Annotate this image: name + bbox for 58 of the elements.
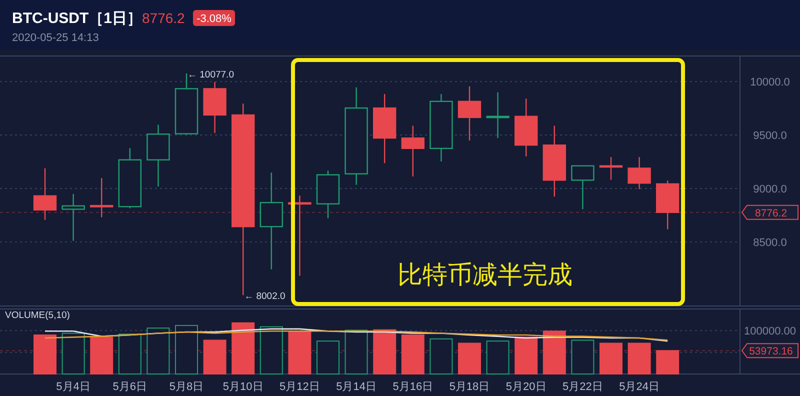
bar bbox=[486, 340, 510, 374]
x-tick-label: 5月10日 bbox=[222, 381, 264, 393]
x-tick-label: 5月24日 bbox=[619, 381, 660, 393]
chart-subtitle: 2020-05-25 14:13 bbox=[12, 32, 99, 44]
y-tick-label: 9000.0 bbox=[753, 183, 787, 196]
bar bbox=[571, 340, 594, 374]
candlestick bbox=[458, 86, 482, 142]
x-tick-label: 5月12日 bbox=[280, 381, 320, 393]
x-tick-label: 5月18日 bbox=[449, 381, 490, 393]
bar bbox=[146, 328, 170, 374]
bar bbox=[90, 336, 114, 374]
bar bbox=[542, 330, 566, 374]
bar bbox=[401, 334, 424, 374]
chart-title: BTC-USDT［1日］ bbox=[12, 10, 142, 27]
x-tick-label: 5月4日 bbox=[56, 381, 90, 393]
bar bbox=[203, 340, 226, 374]
ref-line-label: 53973.16 bbox=[749, 346, 794, 358]
x-tick-label: 5月6日 bbox=[112, 381, 148, 393]
bar bbox=[62, 332, 85, 374]
y-tick-label: 100000.00 bbox=[744, 326, 796, 338]
bar bbox=[316, 340, 340, 374]
x-tick-label: 5月20日 bbox=[506, 381, 546, 393]
bar bbox=[118, 334, 142, 374]
bar bbox=[656, 350, 680, 374]
bar bbox=[514, 336, 538, 374]
bar bbox=[34, 334, 56, 374]
text: 8776.2 bbox=[142, 10, 186, 26]
x-tick-label: 5月16日 bbox=[392, 381, 434, 393]
y-tick-label: 10000.0 bbox=[750, 76, 790, 89]
candlestick bbox=[33, 168, 57, 220]
y-tick-label: 8500.0 bbox=[753, 236, 787, 249]
annotation: 比特币减半完成 bbox=[398, 261, 572, 289]
text: -3.08% bbox=[196, 13, 232, 25]
bar bbox=[628, 342, 651, 374]
chart-title: VOLUME(5,10) bbox=[5, 310, 70, 321]
bar bbox=[288, 331, 312, 374]
candlestick bbox=[288, 194, 312, 276]
candlestick bbox=[628, 156, 651, 190]
y-tick-label: 9500.0 bbox=[753, 130, 787, 142]
bar bbox=[600, 342, 622, 374]
candlestick bbox=[90, 178, 114, 218]
candlestick bbox=[571, 165, 594, 210]
bar bbox=[344, 330, 368, 374]
x-tick-label: 5月22日 bbox=[562, 381, 603, 393]
bar bbox=[430, 338, 453, 374]
x-tick-label: 5月8日 bbox=[169, 381, 204, 393]
annotation: ← 8002.0 bbox=[244, 291, 286, 302]
bar bbox=[175, 324, 198, 374]
bar bbox=[458, 342, 481, 374]
ref-line-label: 8776.2 bbox=[754, 207, 788, 220]
x-tick-label: 5月14日 bbox=[336, 381, 376, 393]
bar bbox=[373, 329, 396, 374]
bar bbox=[232, 322, 255, 374]
candlestick bbox=[62, 193, 85, 242]
candlestick bbox=[599, 156, 623, 180]
bar bbox=[260, 326, 283, 374]
annotation: ← 10077.0 bbox=[188, 69, 234, 80]
candlestick bbox=[401, 125, 424, 178]
